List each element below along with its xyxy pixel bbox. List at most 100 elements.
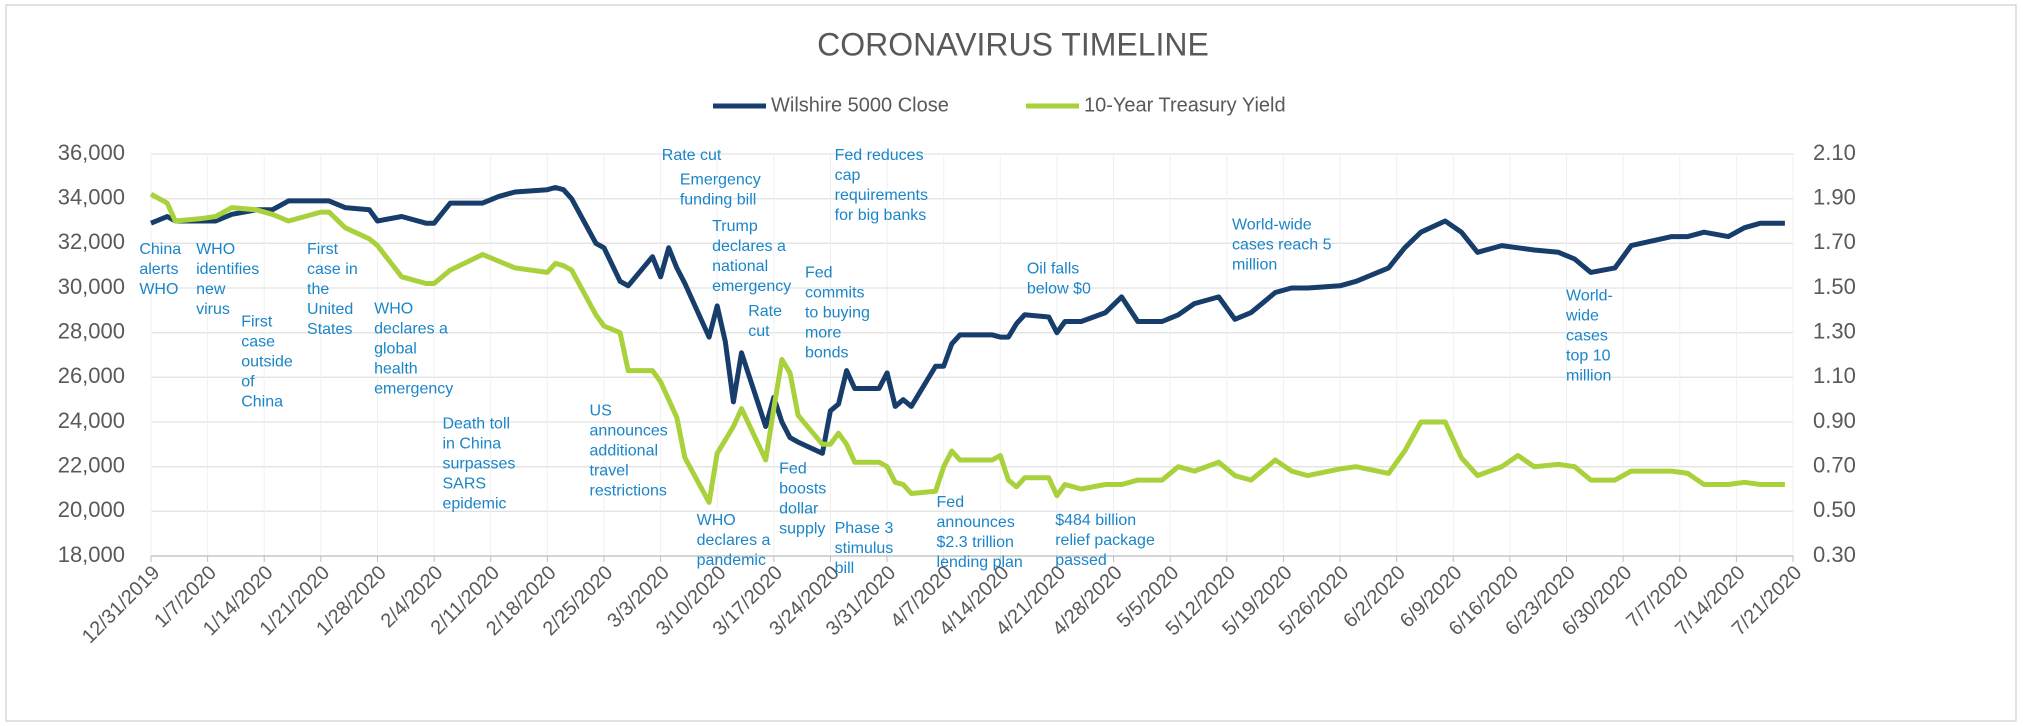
annotation-line: First xyxy=(307,241,339,258)
annotation-line: case xyxy=(241,333,275,350)
annotation-line: lending plan xyxy=(937,554,1023,571)
annotation: Fed announces $2.3 trillion lending plan xyxy=(937,494,1023,571)
annotation-line: top 10 xyxy=(1566,348,1611,365)
annotation: WHO declares a pandemic xyxy=(697,512,771,569)
y2-tick-label: 1.70 xyxy=(1813,229,1856,254)
annotation-line: bill xyxy=(835,560,855,577)
annotation-line: SARS xyxy=(442,475,486,492)
annotation: Death toll in China surpasses SARS epidemic xyxy=(442,415,515,512)
annotation-line: virus xyxy=(196,301,230,318)
legend-label: Wilshire 5000 Close xyxy=(771,94,949,116)
annotation-line: more xyxy=(805,324,842,341)
annotation-line: of xyxy=(241,373,255,390)
annotation: First case in the United States xyxy=(307,241,358,338)
annotation-line: boosts xyxy=(779,480,826,497)
y-tick-label: 36,000 xyxy=(58,140,125,165)
y-tick-label: 18,000 xyxy=(58,542,125,567)
annotation-line: cases xyxy=(1566,328,1608,345)
annotation-line: Death toll xyxy=(442,415,510,432)
y2-tick-label: 2.10 xyxy=(1813,140,1856,165)
annotation: WHO identifies new virus xyxy=(196,241,259,318)
y-tick-label: 20,000 xyxy=(58,497,125,522)
annotation-line: additional xyxy=(590,442,659,459)
annotation-line: $2.3 trillion xyxy=(937,534,1014,551)
annotation-line: China xyxy=(139,241,181,258)
annotation: Trump declares a national emergency xyxy=(712,218,791,295)
annotation-line: for big banks xyxy=(835,207,927,224)
y2-tick-label: 0.70 xyxy=(1813,452,1856,477)
y-tick-label: 30,000 xyxy=(58,274,125,299)
y-tick-label: 28,000 xyxy=(58,318,125,343)
annotation-line: US xyxy=(590,402,612,419)
legend-label: 10-Year Treasury Yield xyxy=(1084,94,1286,116)
annotation: China alerts WHO xyxy=(139,241,181,298)
annotation-line: below $0 xyxy=(1027,281,1091,298)
annotation: Oil falls below $0 xyxy=(1027,261,1091,298)
y-tick-label: 34,000 xyxy=(58,184,125,209)
annotation-line: World- xyxy=(1566,288,1613,305)
annotation-line: travel xyxy=(590,462,629,479)
annotation: World-wide cases reach 5 million xyxy=(1232,217,1332,274)
annotation-line: declares a xyxy=(374,320,448,337)
annotation-line: surpasses xyxy=(442,455,515,472)
y2-tick-label: 0.90 xyxy=(1813,408,1856,433)
annotation-line: cases reach 5 xyxy=(1232,237,1332,254)
y2-tick-label: 1.10 xyxy=(1813,363,1856,388)
annotation-line: Trump xyxy=(712,218,758,235)
annotation-line: bonds xyxy=(805,344,849,361)
annotation-line: dollar xyxy=(779,500,819,517)
annotation-line: alerts xyxy=(139,261,178,278)
annotation-line: to buying xyxy=(805,304,870,321)
annotation-line: Rate cut xyxy=(662,147,722,164)
annotation-line: the xyxy=(307,281,329,298)
series-line xyxy=(149,192,1785,505)
annotation-line: million xyxy=(1232,257,1277,274)
annotation-line: WHO xyxy=(139,281,178,298)
annotation-line: WHO xyxy=(374,300,413,317)
y2-tick-label: 1.50 xyxy=(1813,274,1856,299)
annotation-line: passed xyxy=(1055,552,1107,569)
annotation: Fed boosts dollar supply xyxy=(779,460,826,537)
y-tick-label: 24,000 xyxy=(58,408,125,433)
series-line xyxy=(150,185,1785,456)
annotation-line: World-wide xyxy=(1232,217,1312,234)
annotation-line: Rate xyxy=(748,303,782,320)
annotation-line: in China xyxy=(442,435,501,452)
annotation-line: emergency xyxy=(374,380,453,397)
annotation: Emergency funding bill xyxy=(680,171,761,208)
annotation: Phase 3 stimulus bill xyxy=(835,520,894,577)
y2-tick-label: 1.30 xyxy=(1813,318,1856,343)
annotation-line: declares a xyxy=(697,532,771,549)
annotation-line: outside xyxy=(241,353,293,370)
y-tick-label: 22,000 xyxy=(58,452,125,477)
x-tick-label: 6/2/2020 xyxy=(1339,562,1410,633)
annotation-line: restrictions xyxy=(590,482,667,499)
annotation: Fed commits to buying more bonds xyxy=(805,264,870,361)
chart-border xyxy=(5,4,2017,722)
annotation-line: $484 billion xyxy=(1055,512,1136,529)
annotation-line: national xyxy=(712,258,768,275)
x-tick-label: 12/31/2019 xyxy=(78,562,164,648)
annotation-line: supply xyxy=(779,520,825,537)
annotation-line: First xyxy=(241,313,273,330)
y2-tick-label: 0.50 xyxy=(1813,497,1856,522)
annotation-line: commits xyxy=(805,284,865,301)
y-tick-label: 26,000 xyxy=(58,363,125,388)
annotation: First case outside of China xyxy=(241,313,293,410)
annotation-line: United xyxy=(307,301,353,318)
annotation-line: Emergency xyxy=(680,171,761,188)
annotation-line: cap xyxy=(835,167,861,184)
annotation-line: cut xyxy=(748,323,770,340)
annotation: Rate cut xyxy=(748,303,782,340)
annotation-line: global xyxy=(374,340,417,357)
annotation-line: Fed xyxy=(937,494,965,511)
annotation-line: announces xyxy=(590,422,668,439)
y-tick-label: 32,000 xyxy=(58,229,125,254)
y2-tick-label: 1.90 xyxy=(1813,184,1856,209)
annotation-line: case in xyxy=(307,261,358,278)
annotation-line: China xyxy=(241,393,283,410)
annotation-line: declares a xyxy=(712,238,786,255)
annotation: US announces additional travel restrictions xyxy=(590,402,668,499)
annotation-line: Oil falls xyxy=(1027,261,1079,278)
